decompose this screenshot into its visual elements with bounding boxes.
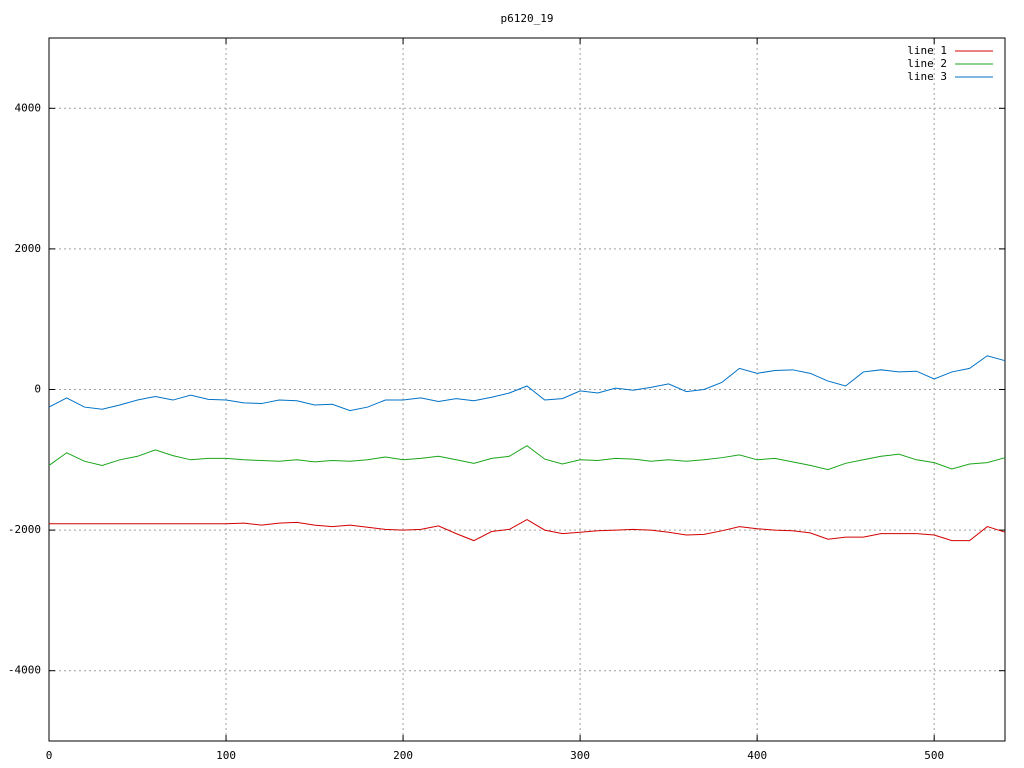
x-tick-label: 100 (216, 749, 236, 762)
x-tick-label: 300 (570, 749, 590, 762)
y-tick-label: 2000 (15, 242, 42, 255)
plot-frame (48, 37, 1006, 742)
legend-label: line 1 (907, 44, 947, 57)
data-line (49, 518, 1006, 542)
y-tick-label: -4000 (8, 664, 41, 677)
chart-title: p6120_19 (501, 12, 554, 25)
x-tick-label: 200 (393, 749, 413, 762)
y-tick-label: 0 (34, 383, 41, 396)
y-tick-label: -2000 (8, 523, 41, 536)
x-tick-label: 0 (46, 749, 53, 762)
x-tick-label: 400 (747, 749, 767, 762)
x-tick-label: 500 (924, 749, 944, 762)
data-line (48, 355, 1006, 412)
legend-label: line 2 (907, 57, 947, 70)
legend-label: line 3 (907, 70, 947, 83)
data-line (48, 445, 1006, 471)
y-tick-label: 4000 (15, 101, 42, 114)
